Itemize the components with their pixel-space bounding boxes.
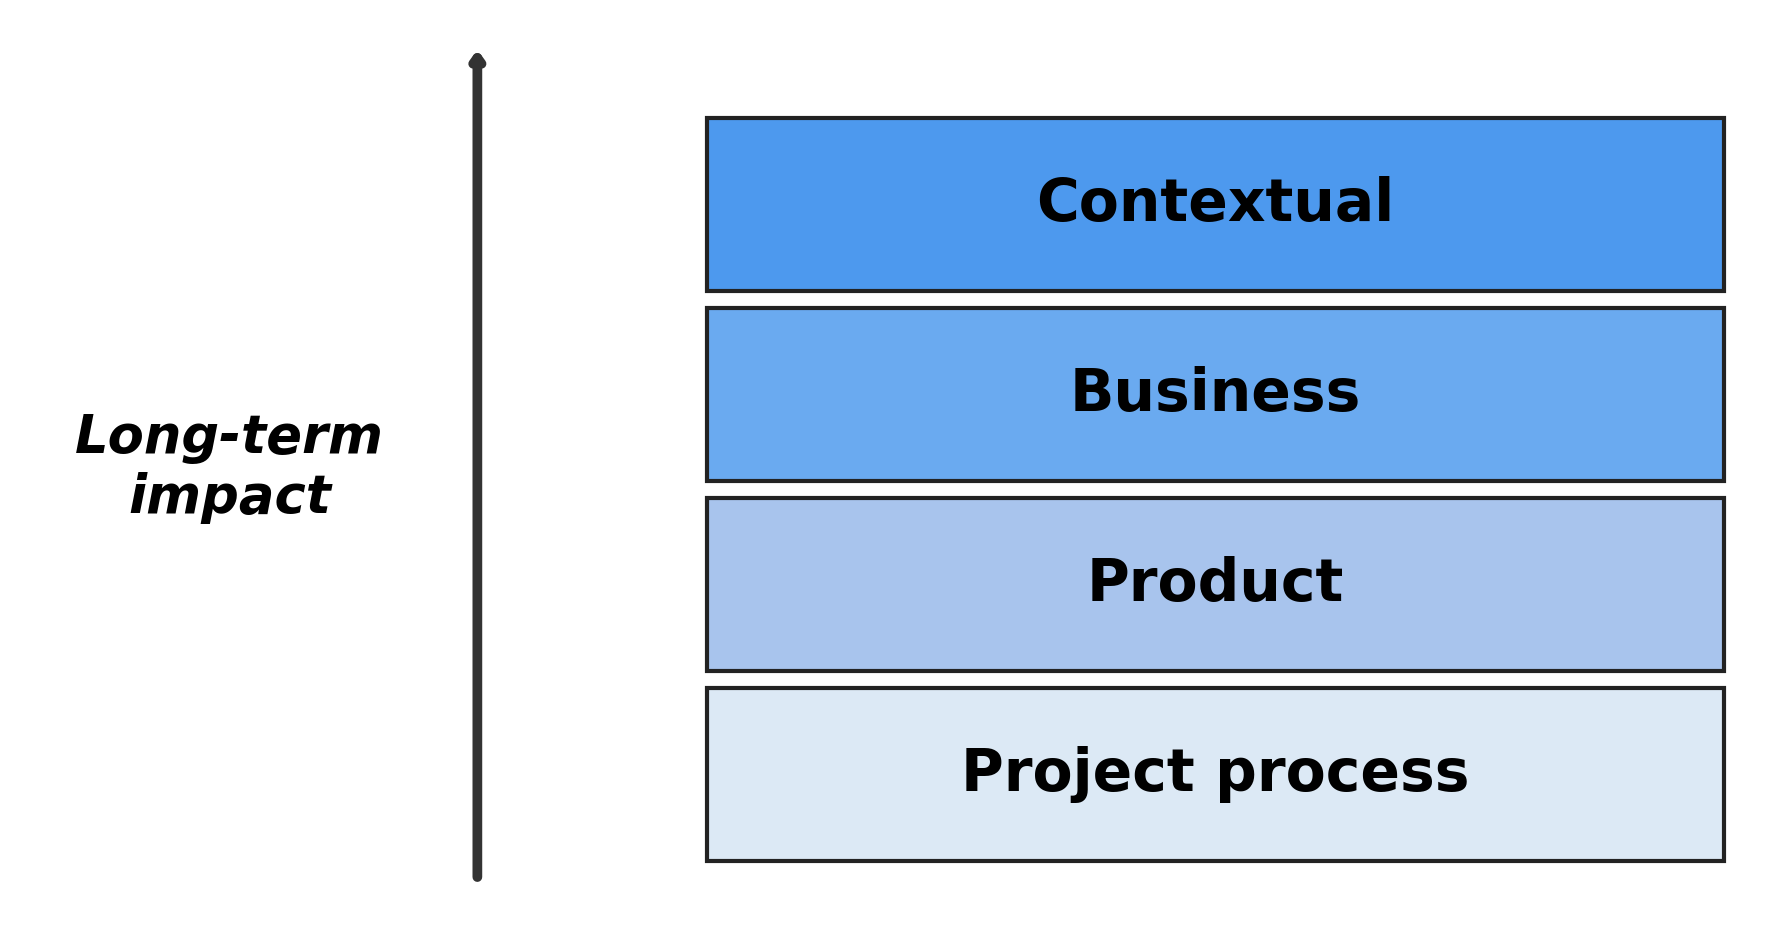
Text: Long-term
impact: Long-term impact [76, 412, 384, 524]
FancyBboxPatch shape [707, 118, 1724, 291]
Text: Product: Product [1087, 556, 1344, 613]
Text: Contextual: Contextual [1036, 176, 1395, 233]
Text: Business: Business [1070, 366, 1361, 423]
FancyBboxPatch shape [707, 688, 1724, 861]
FancyBboxPatch shape [707, 308, 1724, 481]
FancyBboxPatch shape [707, 498, 1724, 671]
Text: Project process: Project process [962, 746, 1469, 803]
